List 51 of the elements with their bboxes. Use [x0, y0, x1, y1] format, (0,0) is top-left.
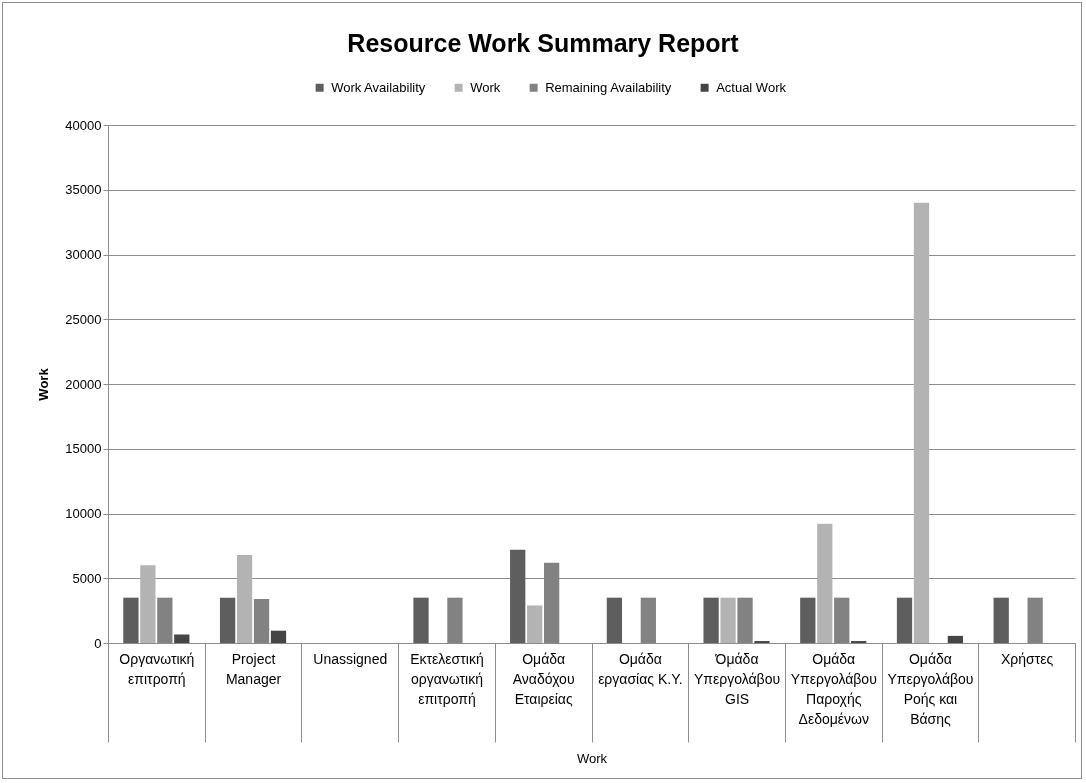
bar	[140, 565, 156, 643]
bar	[703, 597, 719, 643]
chart-title: Resource Work Summary Report	[347, 29, 740, 57]
x-tick-label: Χρήστες	[1001, 650, 1054, 667]
x-tick-label: Ομάδα Υπεργολάβου Παροχής Δεδομένων	[790, 650, 877, 727]
legend-label: Work Availability	[331, 79, 426, 95]
legend-label: Work	[470, 79, 501, 95]
bar	[219, 597, 236, 643]
bar	[1027, 597, 1043, 643]
y-axis-title: Work	[36, 367, 52, 401]
bar	[123, 597, 139, 643]
x-axis-title: Work	[576, 751, 608, 766]
x-tick-label: Ομάδα Υπεργολάβου Ροής και Βάσης	[887, 650, 974, 727]
bar	[896, 597, 913, 643]
bar	[913, 202, 930, 643]
y-tick-label: 40000	[65, 117, 102, 133]
bar	[993, 597, 1009, 643]
y-tick-label: 15000	[65, 441, 102, 457]
bar	[253, 598, 270, 643]
y-tick-label: 30000	[65, 247, 102, 262]
y-tick-label: 20000	[65, 376, 102, 392]
bar	[270, 630, 287, 643]
legend-label: Actual Work	[716, 79, 787, 95]
x-tick-label: Εκτελεστική οργανωτική επιτροπή	[410, 650, 484, 707]
y-tick-label: 25000	[65, 311, 102, 327]
x-tick-label: Project Manager	[225, 650, 282, 687]
bar	[174, 634, 190, 643]
y-tick-label: 0	[94, 635, 102, 651]
legend-label: Remaining Availability	[545, 79, 672, 95]
y-tick-label: 10000	[65, 506, 102, 521]
bar	[527, 605, 543, 643]
bar	[817, 523, 833, 643]
bar	[947, 635, 964, 643]
x-tick-label: Unassigned	[313, 650, 388, 667]
bar	[640, 597, 656, 643]
y-tick-label: 5000	[72, 570, 102, 586]
bar	[236, 554, 253, 643]
bar	[510, 549, 526, 643]
bar	[834, 597, 850, 643]
x-tick-label: Όμάδα Υπεργολάβου GIS	[694, 650, 781, 707]
x-tick-label: Οργανωτική επιτροπή	[119, 650, 195, 687]
x-tick-label: Ομάδα Αναδόχου Εταιρείας	[512, 650, 575, 707]
bar	[447, 597, 463, 643]
y-tick-label: 35000	[65, 182, 102, 198]
bar	[720, 597, 736, 643]
x-tick-label: Ομάδα εργασίας Κ.Υ.	[598, 650, 683, 687]
bar	[606, 597, 623, 643]
bar	[800, 597, 816, 643]
bar	[413, 597, 429, 643]
bar	[737, 597, 753, 643]
bar	[157, 597, 173, 643]
